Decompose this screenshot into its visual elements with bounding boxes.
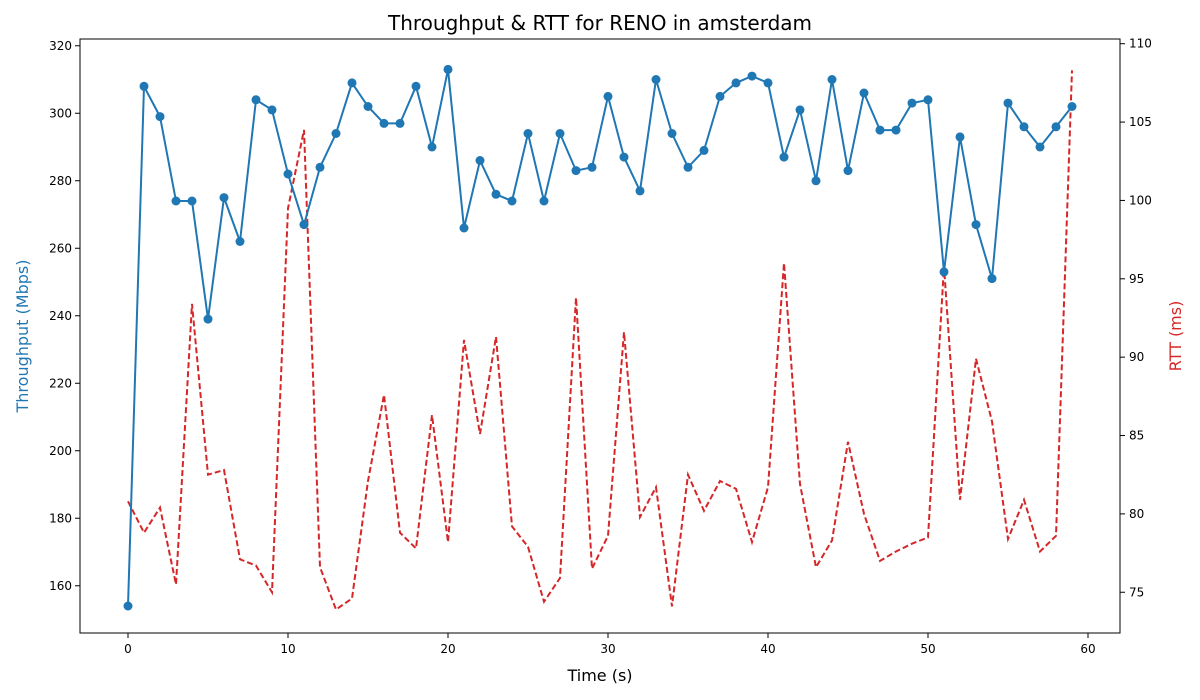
x-tick-label: 60 — [1080, 642, 1095, 656]
throughput-point — [763, 78, 773, 88]
throughput-point — [491, 189, 501, 199]
throughput-point — [251, 95, 261, 105]
throughput-point — [779, 152, 789, 162]
throughput-point — [619, 152, 629, 162]
throughput-point — [379, 118, 389, 128]
throughput-point — [683, 162, 693, 172]
throughput-point — [171, 196, 181, 206]
throughput-point — [731, 78, 741, 88]
y-left-tick-label: 320 — [49, 39, 72, 53]
throughput-point — [331, 129, 341, 138]
throughput-point — [875, 125, 885, 135]
throughput-point — [427, 142, 437, 152]
y-right-tick-label: 100 — [1129, 193, 1152, 207]
y-left-tick-label: 280 — [49, 174, 72, 188]
plot-area — [79, 38, 1121, 634]
y-right-tick-label: 80 — [1129, 507, 1144, 521]
x-axis-label: Time (s) — [566, 666, 632, 685]
throughput-point — [699, 145, 709, 155]
y-right-tick-label: 85 — [1129, 429, 1144, 443]
throughput-point — [603, 91, 613, 101]
throughput-point — [539, 196, 549, 206]
x-tick-label: 20 — [440, 642, 455, 656]
throughput-point — [523, 129, 533, 138]
y-left-tick-label: 180 — [49, 511, 72, 525]
throughput-point — [443, 64, 453, 74]
throughput-line — [127, 69, 1073, 607]
y-right-tick-label: 75 — [1129, 585, 1144, 599]
y-left-tick-label: 200 — [49, 444, 72, 458]
throughput-point — [459, 223, 469, 233]
throughput-point — [811, 176, 821, 186]
rtt-line — [127, 70, 1073, 612]
throughput-point — [715, 91, 725, 101]
throughput-point — [667, 129, 677, 138]
throughput-point — [475, 156, 485, 165]
throughput-point — [1019, 122, 1029, 132]
throughput-point — [235, 237, 245, 246]
throughput-point — [587, 162, 597, 172]
throughput-point — [987, 274, 997, 284]
throughput-point — [187, 196, 197, 206]
throughput-point — [267, 105, 277, 115]
throughput-point — [555, 129, 565, 138]
x-tick-label: 30 — [600, 642, 615, 656]
y-right-tick-label: 110 — [1129, 37, 1152, 51]
y-axis-right-label: RTT (ms) — [1166, 301, 1185, 372]
throughput-point — [411, 81, 421, 91]
throughput-point — [955, 132, 965, 142]
throughput-point — [795, 105, 805, 115]
y-left-tick-label: 300 — [49, 106, 72, 120]
y-left-tick-label: 260 — [49, 241, 72, 255]
throughput-point — [123, 601, 133, 611]
throughput-point — [1067, 102, 1077, 111]
throughput-series — [123, 64, 1077, 611]
throughput-point — [571, 166, 581, 176]
throughput-point — [859, 88, 869, 98]
throughput-point — [315, 162, 325, 172]
throughput-point — [843, 166, 853, 176]
x-axis: 0 10 20 30 40 50 60 — [124, 633, 1096, 656]
throughput-point — [155, 112, 165, 122]
throughput-point — [891, 125, 901, 135]
throughput-point — [1051, 122, 1061, 132]
throughput-point — [907, 98, 917, 108]
throughput-point — [971, 220, 981, 230]
throughput-point — [1003, 98, 1013, 108]
y-left-tick-label: 160 — [49, 579, 72, 593]
y-left-tick-label: 220 — [49, 376, 72, 390]
y-right-tick-label: 90 — [1129, 350, 1144, 364]
throughput-point — [139, 81, 149, 91]
y-left-tick-label: 240 — [49, 309, 72, 323]
y-axis-left-label: Throughput (Mbps) — [13, 260, 32, 414]
y-axis-right: 75 80 85 90 95 100 105 110 — [1120, 37, 1152, 599]
chart-title: Throughput & RTT for RENO in amsterdam — [387, 11, 812, 35]
throughput-point — [347, 78, 357, 88]
throughput-point — [507, 196, 517, 206]
throughput-point — [219, 193, 229, 203]
throughput-point — [635, 186, 645, 196]
throughput-point — [1035, 142, 1045, 152]
x-tick-label: 10 — [280, 642, 295, 656]
y-axis-left: 160 180 200 220 240 260 280 300 320 — [49, 39, 80, 593]
throughput-point — [203, 314, 213, 324]
rtt-series — [127, 70, 1073, 612]
throughput-point — [923, 95, 933, 105]
throughput-point — [299, 220, 309, 230]
x-tick-label: 40 — [760, 642, 775, 656]
throughput-point — [827, 75, 837, 84]
throughput-point — [395, 118, 405, 128]
x-tick-label: 0 — [124, 642, 132, 656]
x-tick-label: 50 — [920, 642, 935, 656]
throughput-point — [283, 169, 293, 179]
throughput-point — [939, 267, 949, 277]
throughput-point — [651, 75, 661, 84]
y-right-tick-label: 105 — [1129, 115, 1152, 129]
y-right-tick-label: 95 — [1129, 272, 1144, 286]
throughput-point — [747, 71, 757, 81]
throughput-point — [363, 102, 373, 111]
